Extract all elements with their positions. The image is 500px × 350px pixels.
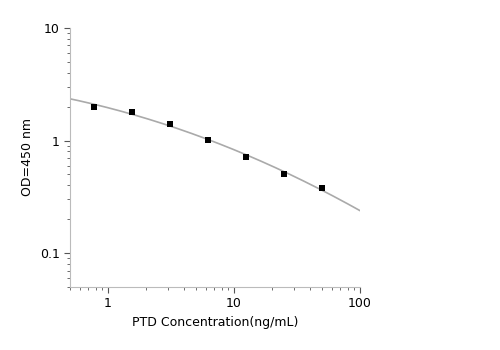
Point: [166, 121, 174, 127]
Point: [280, 172, 288, 177]
Point: [242, 154, 250, 159]
Point: [318, 185, 326, 191]
Point: [128, 109, 136, 115]
Point: [204, 137, 212, 142]
Y-axis label: OD=450 nm: OD=450 nm: [21, 119, 34, 196]
X-axis label: PTD Concentration(ng/mL): PTD Concentration(ng/mL): [132, 316, 298, 329]
Point: [90, 104, 98, 110]
